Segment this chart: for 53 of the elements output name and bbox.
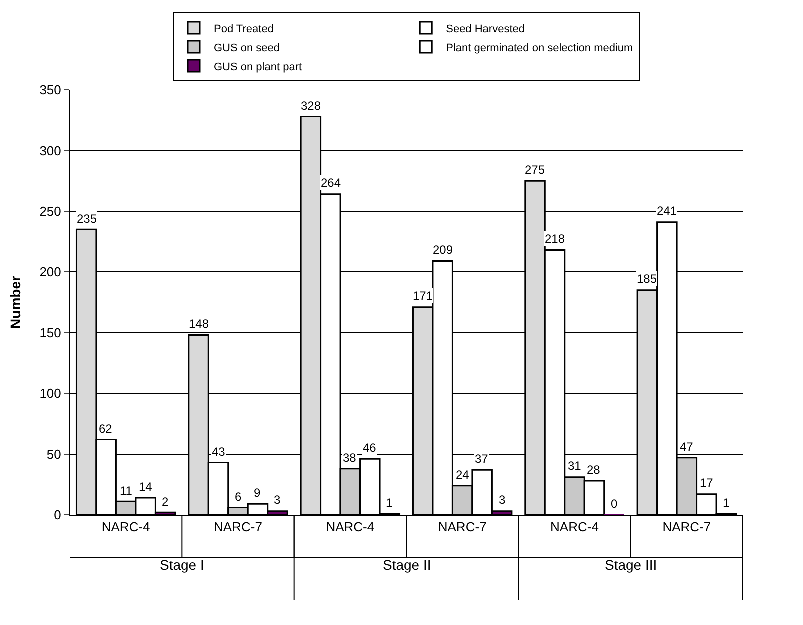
text: Stage III [605, 557, 658, 573]
data-label: 1 [723, 496, 730, 510]
data-label: 275 [525, 163, 546, 177]
data-label: 328 [301, 99, 322, 113]
y-tick-label: 100 [40, 386, 62, 402]
data-label: 28 [587, 463, 601, 477]
data-label: 1 [386, 496, 393, 510]
data-label: 43 [212, 445, 226, 459]
y-tick-label: 300 [40, 143, 62, 158]
y-tick-label: 350 [40, 82, 62, 98]
data-label: 209 [433, 243, 454, 257]
data-label: 218 [545, 232, 566, 246]
x-tick-label: NARC-4 [550, 520, 599, 535]
y-tick-label: 50 [46, 446, 62, 462]
data-label: 3 [499, 493, 506, 507]
data-label: 171 [413, 289, 434, 303]
data-label: 9 [254, 486, 261, 500]
x-tick-label: NARC-7 [438, 520, 487, 535]
legend-label: GUS on seed [214, 42, 280, 54]
y-tick-label: 200 [40, 264, 62, 280]
x-tick-label: NARC-7 [214, 520, 262, 535]
data-label: 17 [700, 476, 714, 490]
data-label: 24 [456, 468, 470, 482]
x-tick-label: NARC-4 [326, 520, 375, 535]
data-label: 37 [475, 452, 489, 466]
data-label: 148 [189, 317, 210, 331]
data-label: 31 [568, 459, 582, 473]
data-label: 2 [162, 495, 169, 509]
y-tick-label: 150 [40, 325, 62, 340]
legend-label: Pod Treated [214, 23, 274, 36]
data-label: 14 [139, 480, 153, 494]
x-tick-label: NARC-4 [102, 520, 150, 535]
legend-label: GUS on plant part [214, 61, 302, 74]
legend-label: Plant germinated on selection medium [446, 42, 634, 54]
data-label: 47 [680, 440, 694, 454]
data-label: 38 [343, 451, 357, 465]
x-tick-label: NARC-7 [662, 520, 712, 535]
data-label: 46 [363, 441, 377, 455]
data-label: 235 [77, 212, 98, 226]
data-label: 62 [99, 422, 113, 436]
data-label: 11 [120, 484, 133, 498]
data-label: 185 [637, 272, 658, 286]
text: Stage II [383, 557, 432, 573]
y-tick-label: 0 [54, 508, 62, 523]
data-label: 264 [321, 176, 342, 190]
data-label: 6 [235, 490, 242, 504]
legend-label: Seed Harvested [446, 23, 525, 36]
data-label: 3 [274, 493, 281, 507]
y-axis-title: Number [7, 276, 24, 329]
data-label: 241 [657, 204, 678, 218]
data-label: 0 [611, 497, 618, 511]
text: Stage I [160, 557, 204, 573]
y-tick-label: 250 [40, 204, 62, 219]
